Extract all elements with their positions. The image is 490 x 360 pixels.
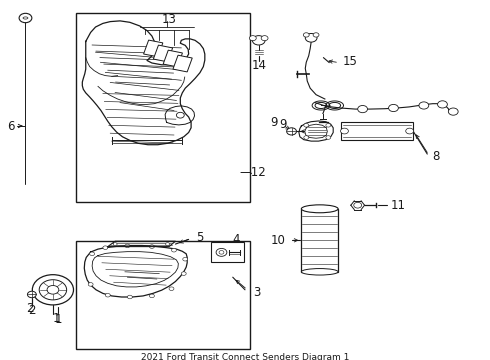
Circle shape xyxy=(127,295,132,299)
Text: 4: 4 xyxy=(232,233,240,246)
Circle shape xyxy=(27,291,36,298)
Circle shape xyxy=(169,287,174,291)
Circle shape xyxy=(326,136,331,139)
Bar xyxy=(211,242,244,262)
Circle shape xyxy=(32,275,74,305)
Bar xyxy=(163,50,182,67)
Circle shape xyxy=(149,294,154,298)
Ellipse shape xyxy=(23,17,28,19)
Circle shape xyxy=(354,202,362,208)
Circle shape xyxy=(304,123,309,127)
Bar xyxy=(301,209,338,272)
Text: 11: 11 xyxy=(391,199,406,212)
Ellipse shape xyxy=(301,269,338,275)
Text: 5: 5 xyxy=(196,231,203,244)
Circle shape xyxy=(249,36,256,41)
Circle shape xyxy=(166,243,170,246)
Circle shape xyxy=(406,128,414,134)
Text: 8: 8 xyxy=(432,150,440,163)
Bar xyxy=(173,55,192,72)
Circle shape xyxy=(181,272,186,275)
Text: 13: 13 xyxy=(162,13,176,26)
Circle shape xyxy=(216,248,227,256)
Circle shape xyxy=(149,245,154,248)
Text: 7: 7 xyxy=(319,104,327,117)
Text: 6: 6 xyxy=(7,120,15,132)
Text: 2021 Ford Transit Connect Senders Diagram 1: 2021 Ford Transit Connect Senders Diagra… xyxy=(141,353,349,360)
Circle shape xyxy=(303,33,309,37)
Circle shape xyxy=(103,246,108,249)
Circle shape xyxy=(19,13,32,23)
Text: 2: 2 xyxy=(25,302,33,315)
Bar xyxy=(153,45,172,62)
Ellipse shape xyxy=(301,205,338,213)
Text: —12: —12 xyxy=(239,166,266,179)
Circle shape xyxy=(39,280,67,300)
Text: 10: 10 xyxy=(271,234,286,247)
Text: 14: 14 xyxy=(251,59,266,72)
Circle shape xyxy=(448,108,458,115)
Bar xyxy=(341,122,413,140)
Circle shape xyxy=(88,283,93,286)
Circle shape xyxy=(305,33,317,42)
Circle shape xyxy=(47,285,59,294)
Text: 9: 9 xyxy=(270,116,278,129)
Circle shape xyxy=(113,243,117,246)
Text: 15: 15 xyxy=(343,55,358,68)
Circle shape xyxy=(90,252,95,256)
Circle shape xyxy=(183,257,188,261)
Circle shape xyxy=(419,102,429,109)
Circle shape xyxy=(389,104,398,112)
Circle shape xyxy=(438,101,447,108)
Circle shape xyxy=(252,36,265,45)
Bar xyxy=(76,13,250,202)
Circle shape xyxy=(313,33,319,37)
Circle shape xyxy=(341,128,348,134)
Circle shape xyxy=(287,128,296,135)
Text: 1: 1 xyxy=(53,312,61,325)
Text: 1: 1 xyxy=(55,313,63,326)
Text: 3: 3 xyxy=(253,286,260,299)
Text: 2: 2 xyxy=(28,304,36,317)
Text: 9: 9 xyxy=(279,118,287,131)
Circle shape xyxy=(261,36,268,41)
Circle shape xyxy=(176,112,184,118)
Circle shape xyxy=(219,251,224,254)
Circle shape xyxy=(358,105,368,113)
Circle shape xyxy=(105,293,110,297)
Circle shape xyxy=(172,248,176,252)
Circle shape xyxy=(326,123,331,127)
Circle shape xyxy=(304,136,309,139)
Bar xyxy=(144,40,163,57)
Circle shape xyxy=(125,244,130,248)
Bar xyxy=(76,241,250,349)
